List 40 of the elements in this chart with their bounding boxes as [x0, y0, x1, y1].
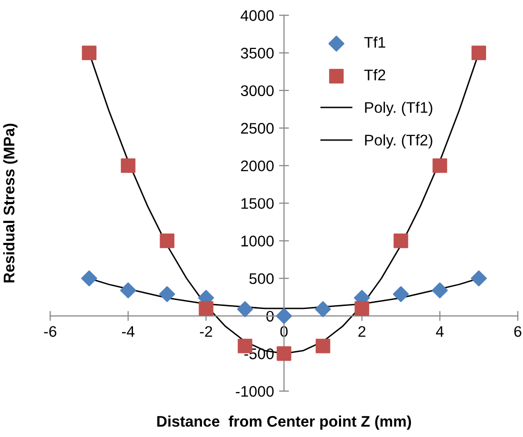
y-tick-label: 2500	[241, 122, 274, 134]
legend-label: Poly. (Tf1)	[365, 102, 432, 116]
y-tick-label: 1000	[241, 236, 274, 246]
point	[81, 270, 98, 286]
x-tick-label: 2	[358, 326, 366, 337]
x-tick-label: -4	[122, 326, 134, 337]
point	[472, 46, 486, 60]
y-tick-label: 3500	[240, 48, 274, 59]
point	[316, 338, 330, 354]
point	[160, 234, 174, 248]
legend-label: Poly. (Tf2)	[365, 134, 432, 149]
legend-label: Tf1	[364, 36, 386, 48]
point	[276, 308, 292, 324]
point	[470, 270, 487, 286]
point	[198, 301, 214, 316]
y-tick-label: 1500	[241, 198, 274, 209]
x-tick-label: 4	[436, 326, 444, 337]
y-axis-title: Residual Stress (MPa)	[3, 124, 18, 282]
point	[120, 158, 136, 173]
x-tick-label: -2	[200, 326, 212, 337]
x-axis-title: Distance from Center point Z (mm)	[157, 416, 411, 430]
y-tick-label: 500	[249, 273, 274, 284]
x-tick-label: 6	[514, 326, 522, 337]
point	[120, 282, 136, 298]
point	[432, 158, 448, 173]
x-tick-label: -6	[44, 326, 56, 337]
point	[394, 234, 408, 248]
y-tick-label: -1000	[236, 386, 274, 397]
point	[237, 301, 254, 318]
y-tick-label: 3000	[240, 85, 274, 96]
point	[159, 286, 176, 302]
point	[354, 301, 370, 316]
point	[276, 346, 292, 361]
y-tick-label: 4000	[240, 10, 274, 21]
point	[82, 46, 96, 60]
y-tick-label: 2000	[241, 160, 274, 172]
point	[392, 286, 409, 302]
point	[314, 301, 331, 318]
point	[432, 282, 448, 298]
legend-label: Tf2	[364, 69, 386, 80]
